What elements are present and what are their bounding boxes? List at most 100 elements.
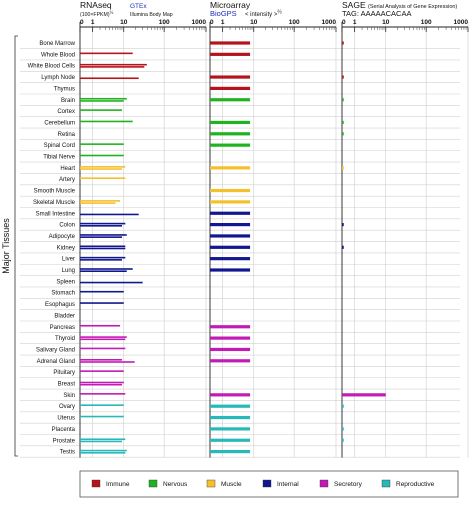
row-label: Artery [59,177,75,183]
rnaseq-bar [80,213,139,216]
row-label: Adipocyte [49,234,76,240]
rnaseq-bar [80,404,124,406]
microarray-bar [210,268,251,272]
legend-label: Muscle [221,481,242,488]
row-label: Lymph Node [41,75,75,81]
sage-bar [342,41,344,45]
rnaseq-bar [80,109,122,111]
row-label: Cortex [57,109,75,115]
row-label: Liver [62,257,75,263]
microarray-bar [210,211,251,215]
legend-swatch [91,479,101,488]
rnaseq-bar [80,338,126,341]
legend-swatch [319,479,329,488]
row-label: Brain [61,98,75,104]
rnaseq-bar [80,52,133,55]
row-label: Salivary Gland [36,347,75,353]
microarray-bar [210,234,251,238]
rnaseq-bar [80,259,122,261]
microarray-bar [210,166,251,170]
microarray-bar [210,325,251,329]
sage-panel: 0 1 10 100 1000 [341,19,469,458]
microarray-bar [210,450,251,454]
microarray-bar [210,143,251,147]
microarray-title: Microarray [210,0,251,10]
microarray-source: BioGPS [210,9,237,18]
row-label: Esophagus [45,302,75,308]
microarray-panel: 0 1 10 100 1000 [209,19,337,458]
rnaseq-bar [80,370,124,372]
legend-swatch [206,479,216,488]
rnaseq-bar [80,245,126,248]
rnaseq-bar [80,177,126,179]
row-label: Spinal Cord [44,143,75,149]
row-label: Smooth Muscle [34,189,76,195]
microarray-bar [210,188,251,193]
rnaseq-bar [80,381,124,384]
microarray-bar [210,52,251,56]
microarray-bar [210,359,251,363]
rnaseq-bar [80,166,126,168]
microarray-bar [210,132,251,136]
rnaseq-bar [80,236,122,238]
tick-label: 100 [289,19,300,26]
microarray-bar [210,86,251,90]
microarray-bar [210,438,251,442]
row-label: Heart [60,166,75,172]
rnaseq-bar [80,256,126,259]
rnaseq-bar [80,440,122,443]
row-label: Skin [63,393,75,399]
legend-item: Immune [91,479,130,488]
row-label: White Blood Cells [28,64,75,70]
tissue-rows: Bone Marrow Whole Blood White Blood Cells L… [20,41,460,458]
microarray-bar [210,404,251,408]
legend-item: Nervous [148,479,188,488]
tick-label: 10 [250,19,258,26]
microarray-bar [210,257,251,261]
microarray-bar [210,223,251,227]
legend-item: Secretory [319,479,363,488]
legend: Immune Nervous Muscle Internal Secretory Repr… [91,479,435,488]
row-label: Bladder [54,313,75,319]
microarray-bar [210,347,251,352]
row-label: Prostate [53,438,76,444]
row-label: Retina [58,132,76,138]
tick-label: 0 [342,19,346,26]
rnaseq-bar [80,143,124,145]
microarray-bar [210,120,251,125]
rnaseq-bar [80,168,122,170]
legend-label: Immune [106,481,130,488]
rnaseq-panel: 0 1 10 100 1000 [79,19,207,458]
sage-bar [342,120,344,125]
sage-title: SAGE [342,0,366,10]
row-label: Ovary [59,404,75,410]
row-label: Lung [62,268,75,274]
row-label: Spleen [56,279,75,285]
legend-item: Reproductive [381,479,435,488]
microarray-bar [210,427,251,431]
rnaseq-title: RNAseq [80,0,112,10]
tick-label: 1 [91,19,95,26]
microarray-bar [210,41,251,45]
sage-bar [342,393,386,397]
rnaseq-bar [80,324,121,327]
rnaseq-bar [80,200,121,202]
side-bracket [14,35,18,457]
row-label: Thyroid [55,336,75,342]
microarray-bar [210,75,251,79]
sage-bar [342,98,344,102]
row-label: Bone Marrow [39,41,75,47]
tick-label: 100 [159,19,170,26]
row-label: Pituitary [53,370,75,376]
row-label: Kidney [57,245,75,251]
microarray-bar [210,245,251,249]
microarray-units: < intensity >⅔ [245,10,282,19]
tick-label: 10 [120,19,128,26]
rnaseq-bar [80,120,133,123]
row-label: Tibial Nerve [43,155,75,161]
tick-label: 10 [382,19,390,26]
tick-label: 1000 [192,19,207,26]
row-label: Cerebellum [44,120,75,126]
